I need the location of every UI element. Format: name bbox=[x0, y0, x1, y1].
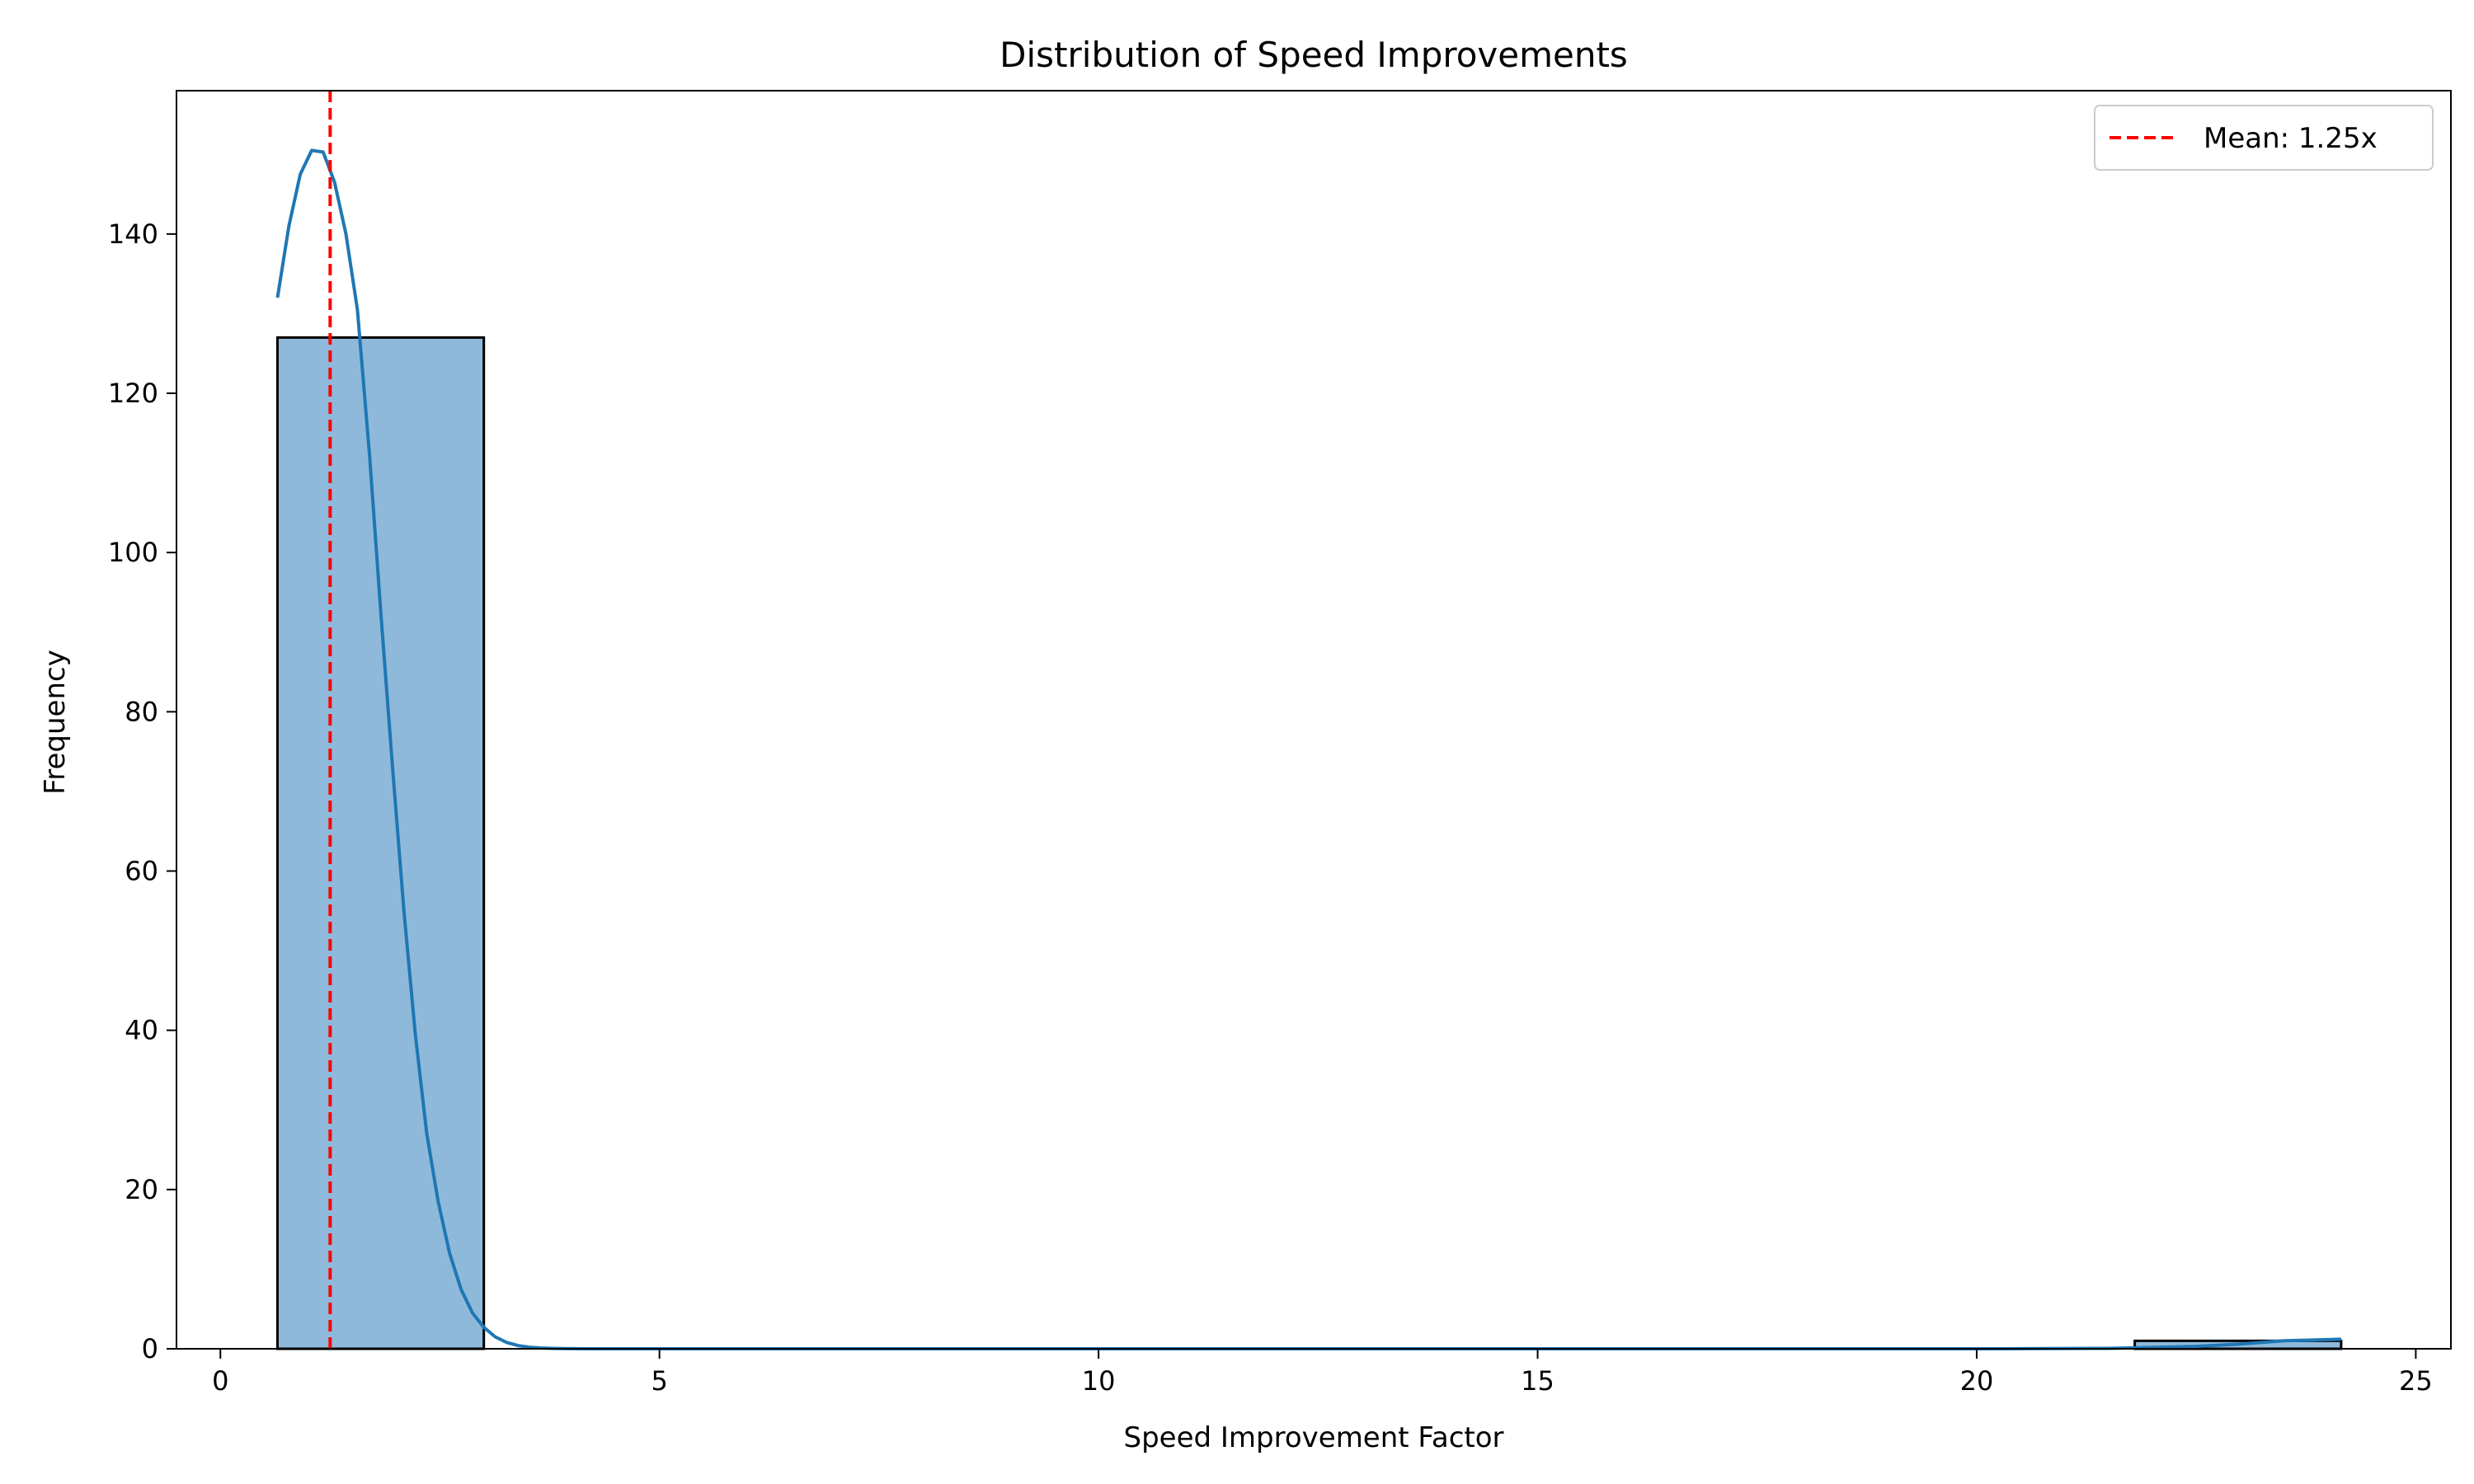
x-tick-label: 0 bbox=[212, 1365, 228, 1397]
y-axis-ticks: 0 20 40 60 80 100 120 140 bbox=[108, 218, 176, 1364]
plot-area-frame bbox=[176, 90, 2452, 1350]
histogram-bars bbox=[275, 336, 2343, 1350]
legend: Mean: 1.25x bbox=[2094, 105, 2434, 171]
y-tick-label: 120 bbox=[108, 378, 158, 409]
histogram-bar-0 bbox=[275, 336, 486, 1350]
y-tick-label: 100 bbox=[108, 537, 158, 568]
x-tick-label: 25 bbox=[2399, 1365, 2433, 1397]
x-axis-label: Speed Improvement Factor bbox=[1124, 1421, 1504, 1454]
legend-mean-label: Mean: 1.25x bbox=[2204, 122, 2378, 155]
y-tick-label: 140 bbox=[108, 218, 158, 250]
chart-title: Distribution of Speed Improvements bbox=[999, 35, 1628, 75]
y-tick-label: 60 bbox=[125, 856, 158, 887]
x-tick-label: 10 bbox=[1082, 1365, 1116, 1397]
legend-box bbox=[2094, 105, 2434, 171]
y-tick-label: 80 bbox=[125, 696, 158, 727]
y-tick-label: 20 bbox=[125, 1174, 158, 1205]
y-axis-label: Frequency bbox=[39, 650, 72, 795]
x-tick-label: 15 bbox=[1521, 1365, 1554, 1397]
x-tick-label: 20 bbox=[1960, 1365, 1994, 1397]
x-axis-ticks: 0 5 10 15 20 25 bbox=[212, 1349, 2433, 1397]
y-tick-label: 40 bbox=[125, 1015, 158, 1046]
y-tick-label: 0 bbox=[142, 1333, 158, 1364]
x-tick-label: 5 bbox=[651, 1365, 667, 1397]
